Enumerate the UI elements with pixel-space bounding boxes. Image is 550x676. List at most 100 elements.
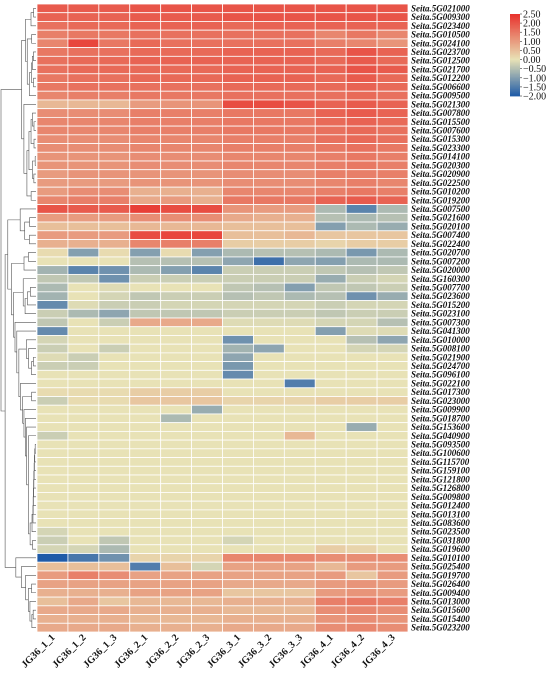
heatmap-cell [67,204,100,214]
heatmap-cell [160,361,192,371]
dendrogram-branch [29,217,36,227]
heatmap-cell [345,186,378,197]
heatmap-cell [345,465,378,476]
heatmap-cell [160,422,192,432]
heatmap-cell [222,82,254,92]
heatmap-cell [36,474,69,485]
colorbar-segment [510,72,520,75]
heatmap-cell [376,178,409,188]
heatmap-cell [222,204,254,214]
row-label: Seita.5G093500 [411,439,470,449]
heatmap-cell [314,273,347,284]
heatmap-cell [345,396,378,406]
colorbar-tick-label: −2.00 [523,92,546,103]
heatmap-cell [283,553,316,563]
heatmap-cell [314,343,347,354]
heatmap-cell [160,457,192,467]
heatmap-cell [160,55,192,66]
colorbar-segment [510,41,520,44]
heatmap-cell [376,230,409,240]
heatmap-cell [191,509,223,520]
heatmap-cell [129,439,162,450]
heatmap-cell [129,47,162,57]
heatmap-cell [98,212,131,223]
row-label: Seita.5G015400 [411,614,470,624]
heatmap-cell [253,378,285,389]
heatmap-cell [98,116,131,127]
row-labels: Seita.5G021000Seita.5G009300Seita.5G0234… [411,3,470,632]
heatmap-cell [67,195,100,206]
heatmap-cell [283,291,316,301]
heatmap-cell [314,422,347,432]
heatmap-cell [129,55,162,66]
heatmap-cell [98,404,131,415]
heatmap-cell [67,422,100,432]
heatmap-cell [376,326,409,336]
heatmap-cell [345,500,378,511]
heatmap-cell [36,535,69,546]
heatmap-cell [283,492,316,502]
heatmap-cell [160,343,192,354]
heatmap-cell [191,457,223,467]
dendrogram-branch [28,348,36,369]
heatmap-cell [253,483,285,493]
heatmap-cell [376,134,409,144]
dendrogram-branch [33,77,36,88]
heatmap-cell [191,622,223,633]
heatmap-cell [129,204,162,214]
heatmap-cell [253,38,285,49]
heatmap-cell [222,614,254,624]
heatmap-cell [314,317,347,328]
heatmap-cell [160,544,192,554]
colorbar-segment [510,85,520,87]
heatmap-cell [191,221,223,232]
heatmap-cell [314,387,347,397]
row-label: Seita.5G121800 [411,474,470,484]
heatmap-cell [283,186,316,197]
heatmap-cell [376,38,409,49]
colorbar-segment [510,15,520,18]
heatmap-cell [67,535,100,546]
heatmap-cell [253,116,285,127]
colorbar-segment [510,71,520,74]
heatmap-cell [67,526,100,537]
heatmap-cell [98,596,131,607]
heatmap-cell [314,21,347,31]
heatmap-cell [222,369,254,380]
heatmap-cell [191,143,223,153]
heatmap-cell [36,396,69,406]
heatmap-cell [314,535,347,546]
heatmap-cell [191,518,223,528]
heatmap-cell [376,535,409,546]
heatmap-cell [314,352,347,363]
colorbar-segment [510,79,520,82]
heatmap-cell [253,614,285,624]
heatmap-cell [67,47,100,57]
heatmap-cell [376,492,409,502]
dendrogram-branch [29,234,36,245]
heatmap-cell [191,526,223,537]
heatmap-cell [36,587,69,598]
heatmap-cell [222,317,254,328]
heatmap-cell [129,186,162,197]
heatmap-cell [98,256,131,267]
heatmap-cell [253,492,285,502]
heatmap-cell [67,21,100,31]
heatmap-cell [345,134,378,144]
heatmap-cell [222,535,254,546]
heatmap-cell [129,29,162,40]
heatmap-cell [314,430,347,441]
colorbar-segment [510,70,520,72]
heatmap-cell [283,413,316,424]
heatmap-cell [376,439,409,450]
heatmap-cell [67,82,100,92]
colorbar-tick-label: 2.00 [523,19,541,30]
heatmap-cell [222,430,254,441]
heatmap-cell [129,343,162,354]
heatmap-cell [191,247,223,258]
heatmap-cell [376,361,409,371]
row-label: Seita.5G008100 [411,344,470,354]
dendrogram-branch [29,72,36,96]
heatmap-cell [283,518,316,528]
heatmap-cell [222,291,254,301]
